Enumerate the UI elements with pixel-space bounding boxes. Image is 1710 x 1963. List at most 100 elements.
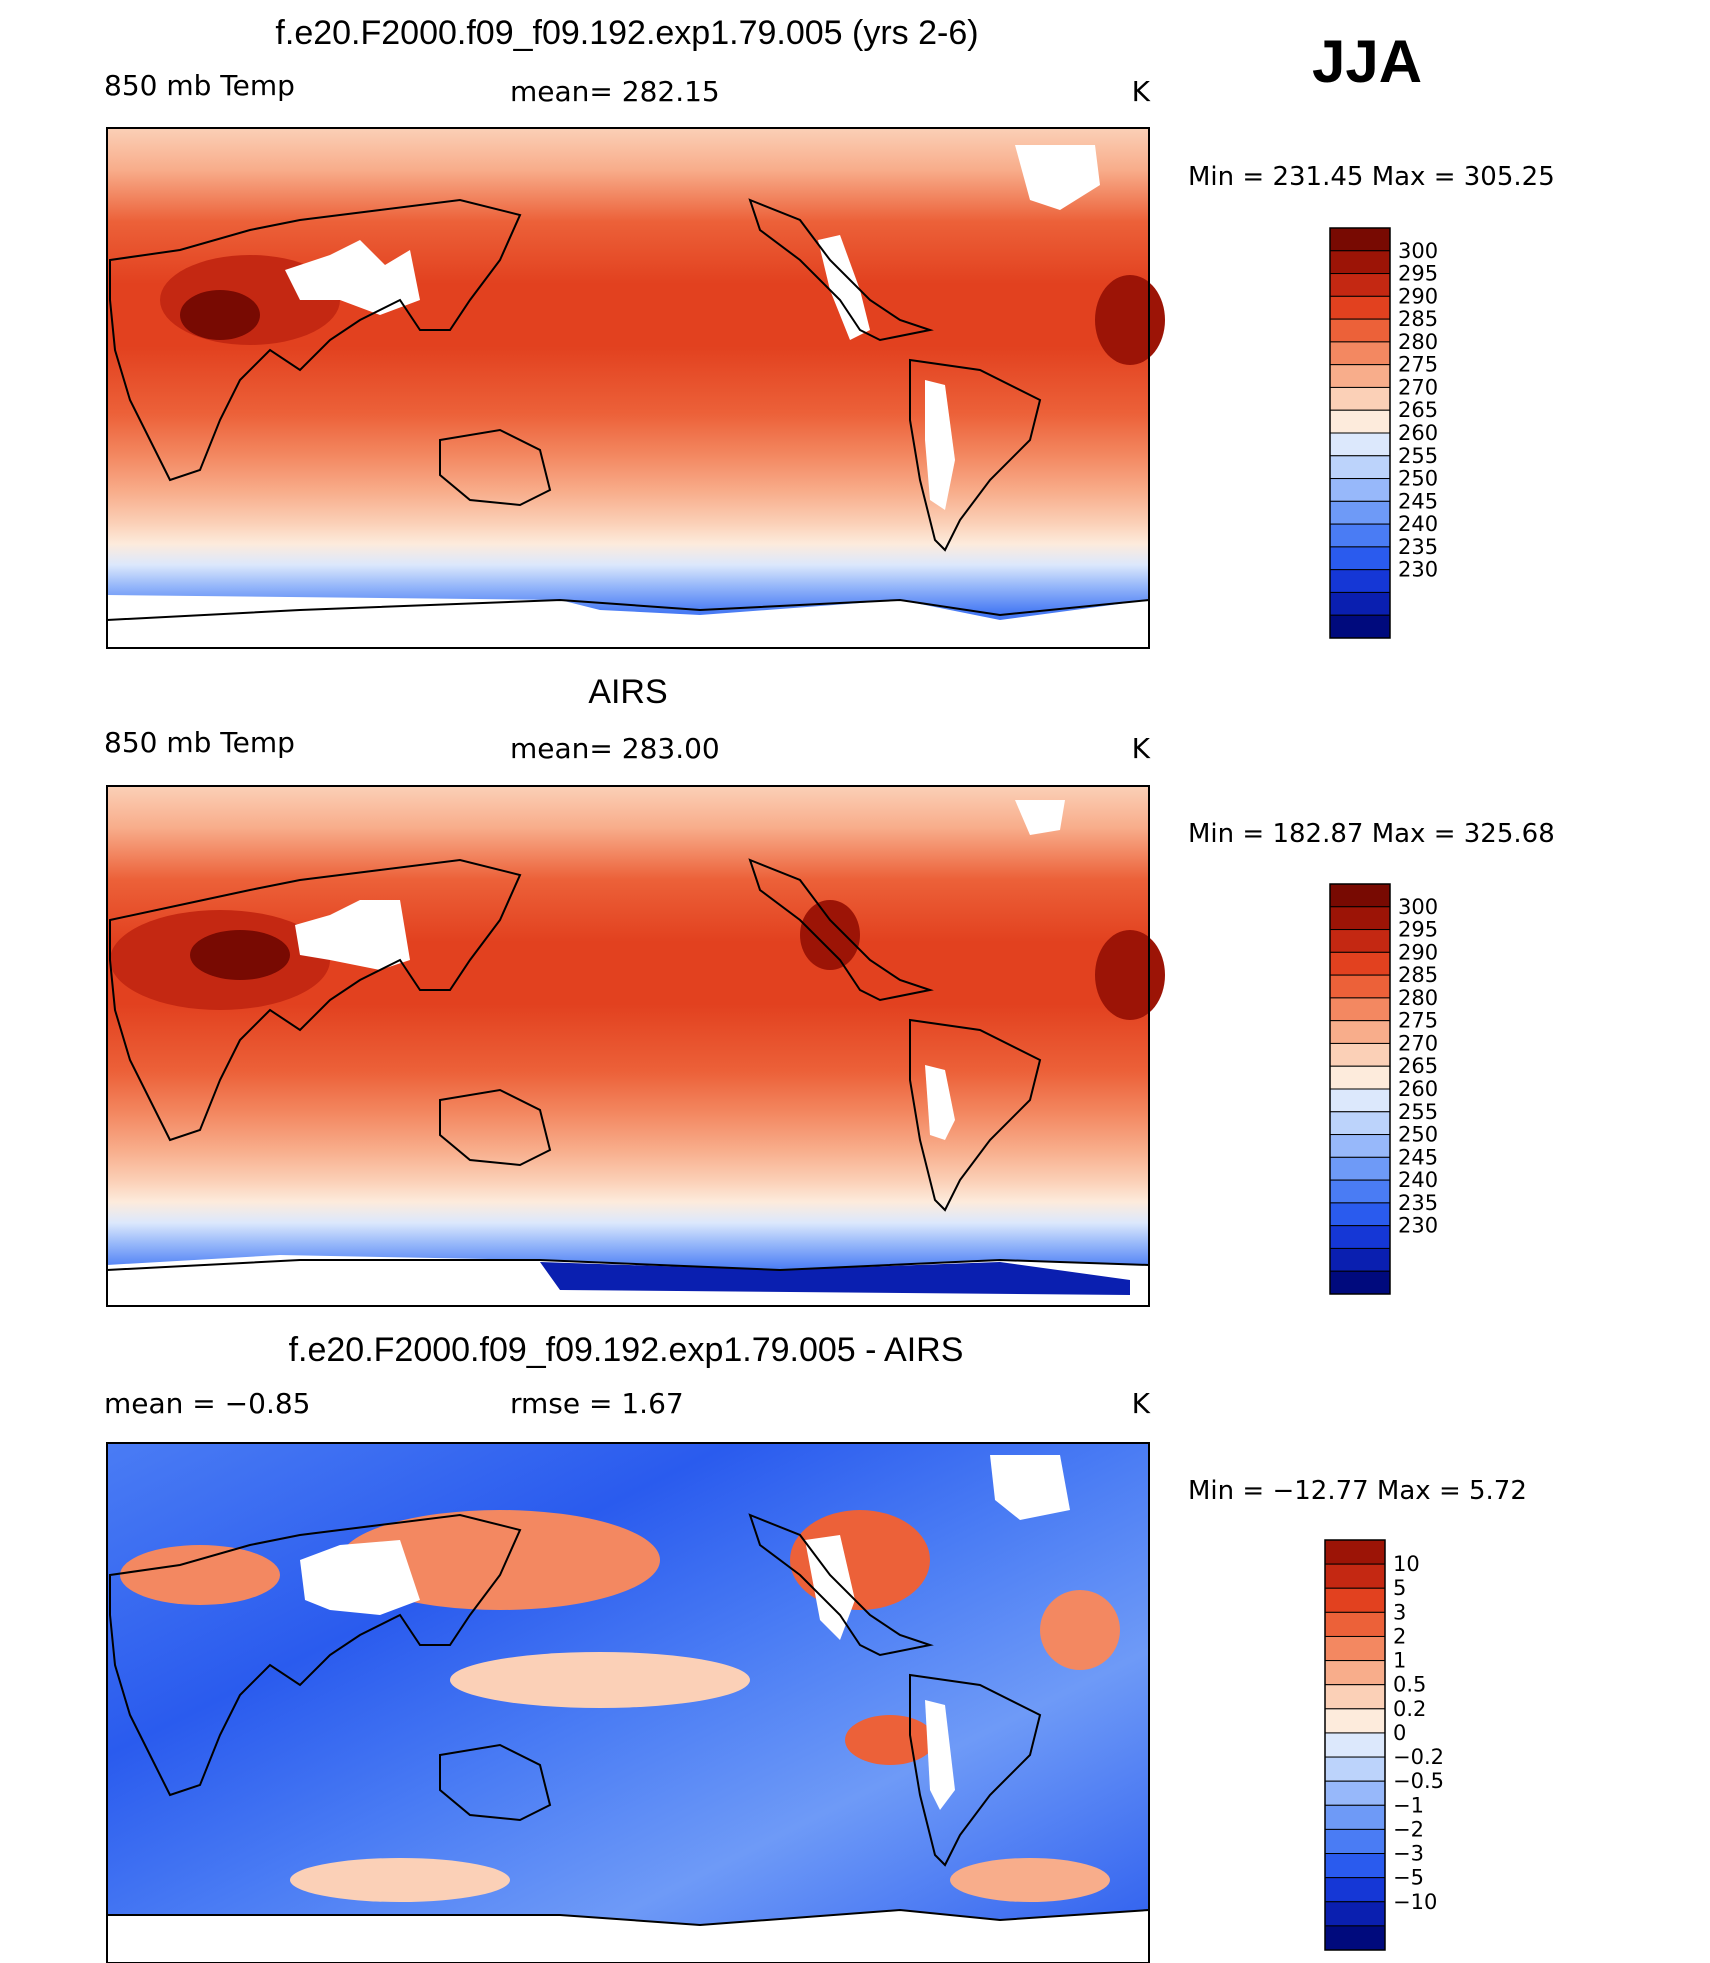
colorbar-tick-label: 290 bbox=[1398, 284, 1438, 308]
colorbar-tick-label: 280 bbox=[1398, 330, 1438, 354]
colorbar-swatch bbox=[1329, 1042, 1391, 1067]
panel-title: f.e20.F2000.f09_f09.192.exp1.79.005 - AI… bbox=[289, 1331, 964, 1369]
colorbar-frame bbox=[1329, 227, 1391, 639]
colorbar-tick-label: 295 bbox=[1398, 918, 1438, 942]
colorbar-tick-label: 1 bbox=[1393, 1649, 1406, 1673]
colorbar-swatch bbox=[1329, 318, 1391, 343]
warm-bias-europe bbox=[120, 1545, 280, 1605]
colorbar-swatch bbox=[1329, 1225, 1391, 1249]
colorbar-swatch bbox=[1329, 295, 1391, 320]
hot-spot-desert-sw bbox=[800, 900, 860, 970]
colorbar-swatch bbox=[1324, 1804, 1386, 1830]
missing-andes bbox=[925, 1700, 955, 1810]
missing-greenland bbox=[990, 1455, 1070, 1520]
colorbar-tick-label: 285 bbox=[1398, 307, 1438, 331]
warm-bias-southern-atlantic bbox=[950, 1858, 1110, 1902]
colorbar-tick-label: 255 bbox=[1398, 444, 1438, 468]
variable-label: 850 mb Temp bbox=[104, 726, 295, 759]
units-label: K bbox=[1132, 732, 1151, 765]
warm-bias-tropical-belt bbox=[450, 1652, 750, 1708]
panel-title: f.e20.F2000.f09_f09.192.exp1.79.005 (yrs… bbox=[275, 14, 978, 52]
colorbar-swatch bbox=[1329, 250, 1391, 275]
colorbar-tick-label: −0.5 bbox=[1393, 1769, 1444, 1793]
temperature-field bbox=[107, 128, 1149, 648]
colorbar-swatch bbox=[1329, 386, 1391, 411]
colorbar-swatch bbox=[1324, 1732, 1386, 1758]
colorbar-swatch bbox=[1329, 997, 1391, 1022]
min-max-label: Min = 231.45 Max = 305.25 bbox=[1188, 162, 1555, 192]
colorbar-swatch bbox=[1324, 1853, 1386, 1879]
colorbar-tick-label: 0.5 bbox=[1393, 1673, 1426, 1697]
temperature-field bbox=[107, 786, 1149, 1306]
hot-spot-sahara-east bbox=[1095, 930, 1165, 1020]
missing-andes bbox=[925, 1065, 955, 1140]
colorbar-swatch bbox=[1329, 1088, 1391, 1113]
colorbar-tick-label: −10 bbox=[1393, 1890, 1437, 1914]
colorbar-tick-label: 275 bbox=[1398, 1009, 1438, 1033]
colorbar-tick-label: 245 bbox=[1398, 1145, 1438, 1169]
colorbar-tick-label: 295 bbox=[1398, 262, 1438, 286]
map-frame bbox=[106, 127, 1150, 649]
hot-spot-core bbox=[180, 290, 260, 340]
colorbar-swatch bbox=[1329, 409, 1391, 434]
colorbar-tick-label: 5 bbox=[1393, 1576, 1406, 1600]
colorbar-frame bbox=[1329, 883, 1391, 1295]
coastlines bbox=[106, 198, 1150, 621]
colorbar-swatch bbox=[1324, 1877, 1386, 1903]
colorbar: 3002952902852802752702652602552502452402… bbox=[1329, 883, 1438, 1295]
colorbar-tick-label: 240 bbox=[1398, 1168, 1438, 1192]
missing-antarctica bbox=[107, 1910, 1149, 1963]
variable-label: 850 mb Temp bbox=[104, 69, 295, 102]
missing-greenland bbox=[1015, 800, 1065, 835]
colorbar-swatch bbox=[1329, 500, 1391, 525]
colorbar-swatch bbox=[1329, 951, 1391, 976]
missing-rockies bbox=[805, 1535, 855, 1640]
hot-spot-sahara-east bbox=[1095, 275, 1165, 365]
colorbar-swatch bbox=[1329, 1202, 1391, 1227]
colorbar-tick-label: 270 bbox=[1398, 1031, 1438, 1055]
colorbar: 3002952902852802752702652602552502452402… bbox=[1329, 227, 1438, 639]
colorbar-swatch bbox=[1329, 1111, 1391, 1136]
colorbar-swatch bbox=[1324, 1539, 1386, 1565]
colorbar-tick-label: 260 bbox=[1398, 1077, 1438, 1101]
colorbar-swatch bbox=[1324, 1756, 1386, 1782]
colorbar-tick-label: −0.2 bbox=[1393, 1745, 1444, 1769]
colorbar-swatch bbox=[1329, 546, 1391, 571]
colorbar-tick-label: −3 bbox=[1393, 1842, 1424, 1866]
season-label: JJA bbox=[1312, 28, 1422, 95]
colorbar-swatch bbox=[1324, 1587, 1386, 1613]
colorbar-swatch bbox=[1329, 1179, 1391, 1204]
colorbar-tick-label: 300 bbox=[1398, 239, 1438, 263]
warm-bias-atlantic bbox=[1040, 1590, 1120, 1670]
colorbar-swatch bbox=[1329, 364, 1391, 388]
colorbar-swatch bbox=[1329, 614, 1391, 639]
panel-observation: AIRS 850 mb Temp mean= 283.00 K Min = bbox=[104, 673, 1555, 1307]
colorbar-tick-label: 285 bbox=[1398, 963, 1438, 987]
map-frame bbox=[106, 1442, 1150, 1963]
colorbar-swatch bbox=[1324, 1708, 1386, 1734]
missing-tibet bbox=[285, 240, 420, 315]
colorbar-tick-label: 270 bbox=[1398, 375, 1438, 399]
colorbar-swatch bbox=[1329, 906, 1391, 931]
colorbar-swatch bbox=[1329, 1247, 1391, 1272]
missing-tibet bbox=[300, 1540, 420, 1615]
colorbar-tick-label: −1 bbox=[1393, 1793, 1424, 1817]
colorbar-swatch bbox=[1324, 1660, 1386, 1686]
colorbar-swatch bbox=[1329, 341, 1391, 366]
colorbar-swatch bbox=[1329, 1156, 1391, 1181]
colorbar-tick-label: 245 bbox=[1398, 489, 1438, 513]
colorbar-swatch bbox=[1324, 1563, 1386, 1589]
warm-bias-asia bbox=[340, 1510, 660, 1610]
colorbar-swatch bbox=[1324, 1684, 1386, 1710]
colorbar-tick-label: 2 bbox=[1393, 1624, 1406, 1648]
colorbar-tick-label: −5 bbox=[1393, 1866, 1424, 1890]
colorbar-swatch bbox=[1329, 591, 1391, 616]
colorbar-swatch bbox=[1324, 1611, 1386, 1637]
map-field bbox=[106, 128, 1165, 648]
colorbar-swatch bbox=[1329, 1065, 1391, 1090]
colorbar-tick-label: −2 bbox=[1393, 1817, 1424, 1841]
panel-title: AIRS bbox=[588, 673, 667, 711]
colorbar-tick-label: 265 bbox=[1398, 398, 1438, 422]
colorbar-tick-label: 230 bbox=[1398, 558, 1438, 582]
